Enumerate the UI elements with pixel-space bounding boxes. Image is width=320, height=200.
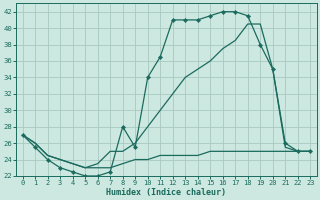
X-axis label: Humidex (Indice chaleur): Humidex (Indice chaleur)	[107, 188, 227, 197]
